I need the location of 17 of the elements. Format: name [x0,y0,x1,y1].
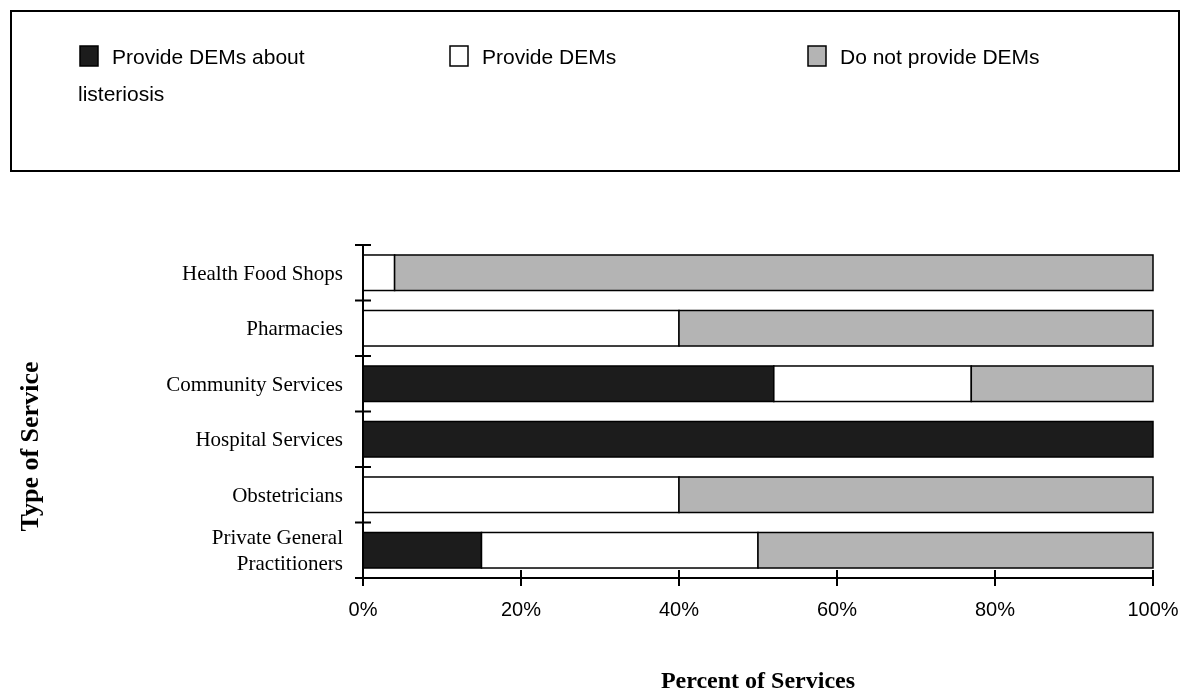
y-tick-label: Health Food Shops [181,260,343,285]
y-axis-title: Type of Service [15,361,44,532]
y-tick-label: Private General Practitioners [211,525,344,576]
x-tick-label: 0% [348,598,378,620]
legend-label: Provide DEMs about listeriosis [78,45,305,105]
y-tick-label: Obstetricians [232,482,343,507]
y-tick-label: Hospital Services [195,427,343,452]
y-tick-label: Pharmacies [246,316,343,341]
x-tick-label: 60% [816,598,858,620]
x-tick-label: 80% [974,598,1016,620]
x-axis-title: Percent of Services [660,667,856,693]
x-tick-label: 40% [658,598,700,620]
legend-label: Do not provide DEMs [840,45,1040,68]
x-tick-label: 20% [500,598,542,620]
legend-label: Provide DEMs [482,45,617,68]
y-tick-label: Community Services [166,371,343,396]
x-tick-label: 100% [1127,598,1179,620]
